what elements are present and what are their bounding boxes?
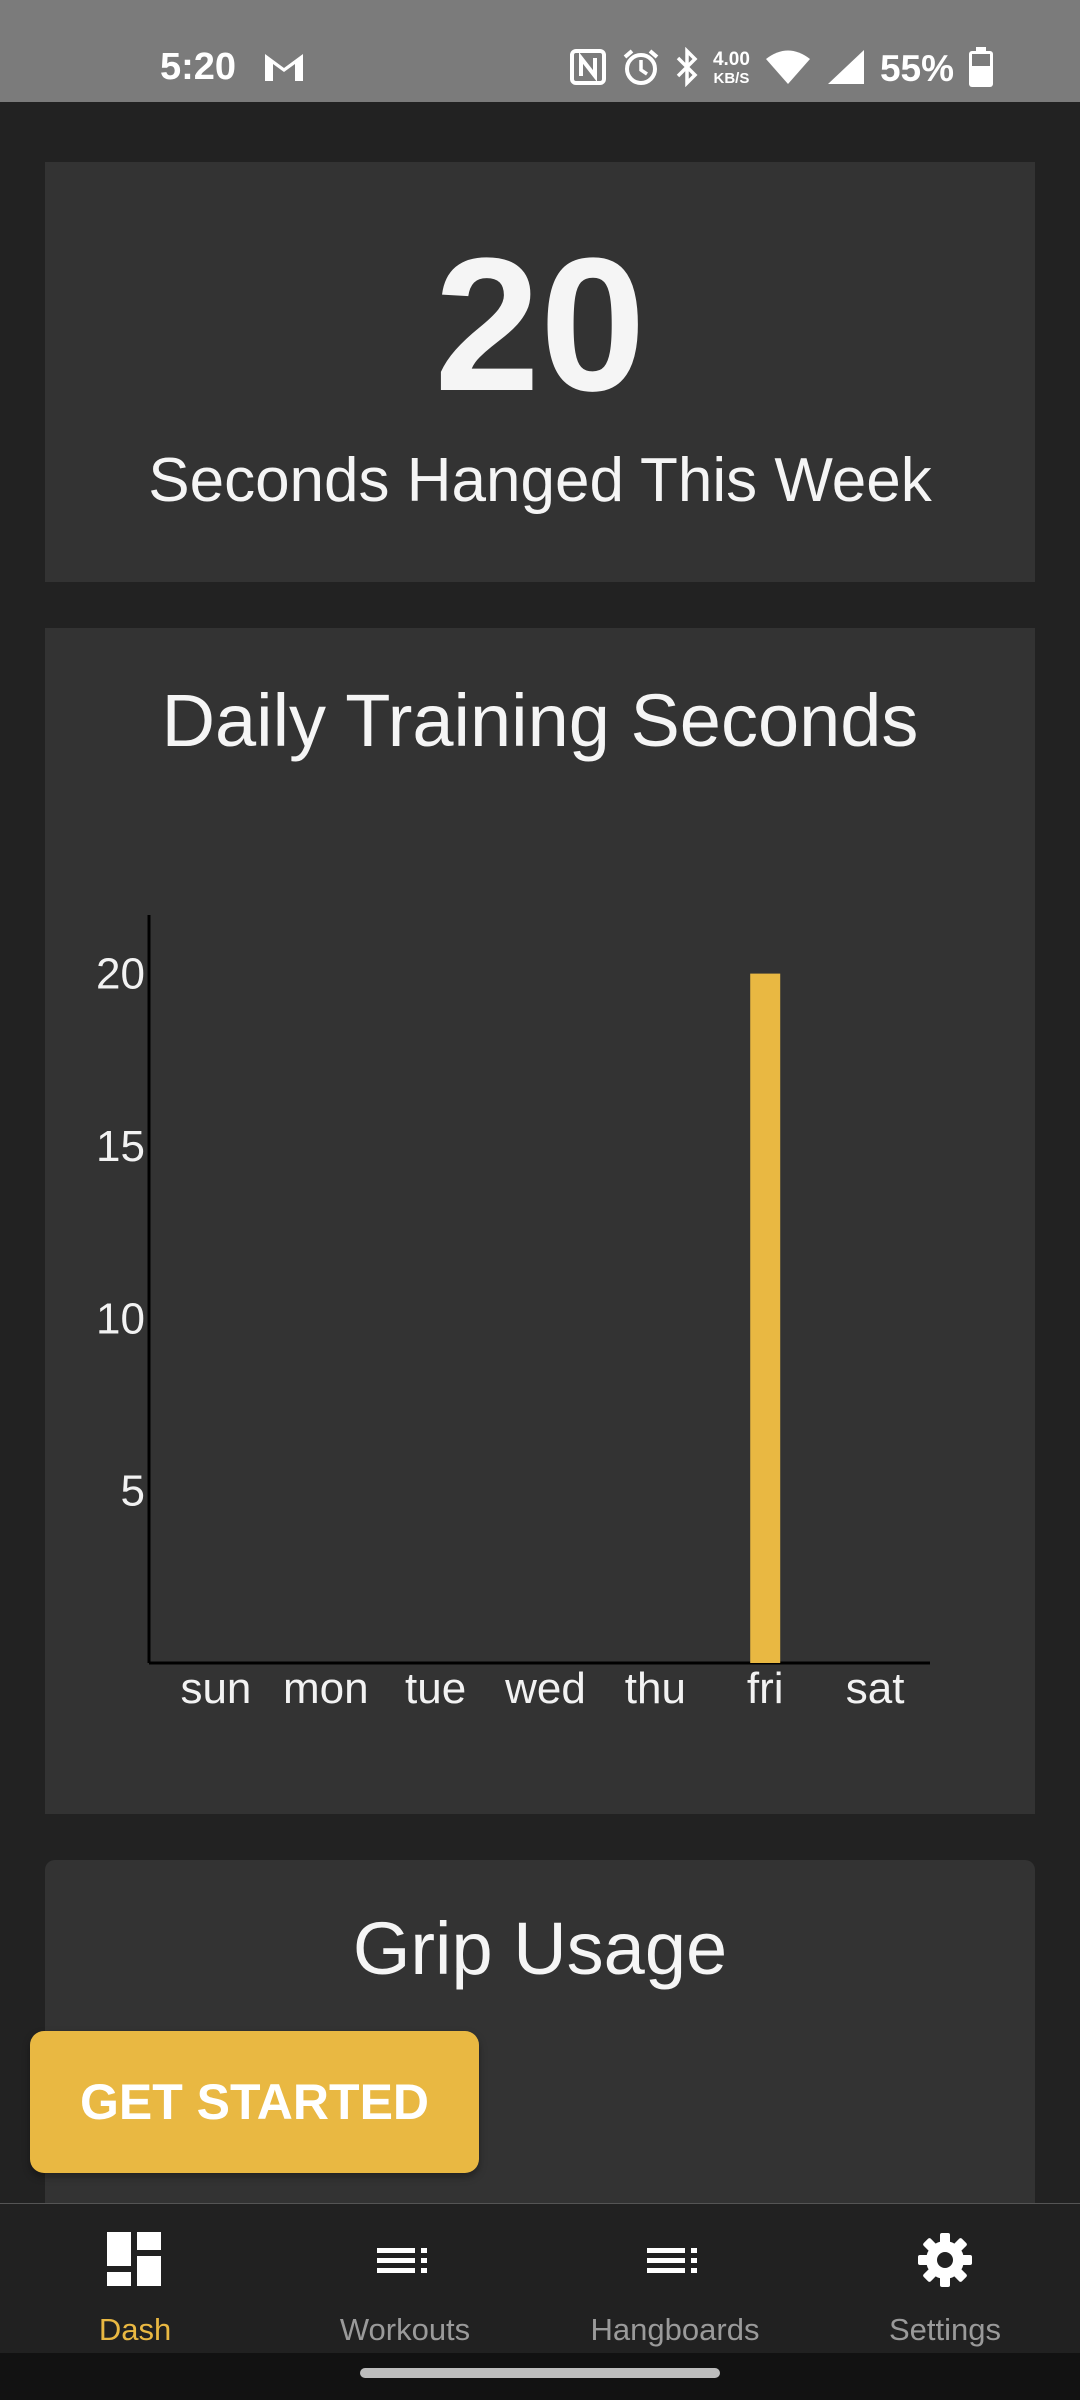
nav-label-hangboards: Hangboards: [590, 2312, 760, 2347]
bar-fri: [750, 973, 781, 1663]
gmail-icon: [262, 50, 306, 89]
nav-item-hangboards[interactable]: Hangboards: [540, 2204, 810, 2354]
wifi-icon: [764, 48, 812, 91]
battery-icon: [968, 46, 994, 93]
signal-icon: [826, 48, 866, 91]
status-time: 5:20: [160, 46, 237, 88]
weekly-total-card: 20 Seconds Hanged This Week: [45, 162, 1035, 582]
network-speed-unit: KB/S: [713, 70, 750, 87]
get-started-button[interactable]: GET STARTED: [30, 2031, 479, 2173]
x-tick-label: tue: [405, 1664, 466, 1713]
x-tick-label: fri: [747, 1664, 784, 1713]
weekly-total-value: 20: [434, 219, 646, 431]
nav-item-workouts[interactable]: Workouts: [270, 2204, 540, 2354]
chart-title: Daily Training Seconds: [161, 679, 919, 762]
bottom-nav: Dash Workouts Hangboards: [0, 2203, 1080, 2354]
status-icons: 4.00 KB/S 55%: [569, 40, 994, 98]
bluetooth-icon: [675, 46, 699, 92]
nav-item-settings[interactable]: Settings: [810, 2204, 1080, 2354]
gesture-area: [0, 2353, 1080, 2400]
x-tick-label: sat: [846, 1664, 905, 1713]
x-tick-label: mon: [283, 1664, 369, 1713]
x-tick-label: sun: [180, 1664, 251, 1713]
gesture-handle[interactable]: [360, 2368, 720, 2378]
alarm-icon: [621, 47, 661, 92]
dashboard-icon: [105, 2230, 165, 2295]
x-tick-label: thu: [625, 1664, 686, 1713]
x-tick-label: wed: [504, 1664, 586, 1713]
status-bar: 5:20 4.00 KB/S: [0, 0, 1080, 102]
daily-chart-card: Daily Training Seconds 5 10 15 20 sun mon tue w…: [45, 628, 1035, 1814]
daily-chart: 5 10 15 20 sun mon tue wed thu fri sat: [96, 915, 930, 1713]
nav-item-dash[interactable]: Dash: [0, 2204, 270, 2354]
weekly-total-caption: Seconds Hanged This Week: [148, 446, 932, 515]
network-speed: 4.00 KB/S: [713, 50, 750, 88]
network-speed-value: 4.00: [712, 49, 750, 70]
nav-label-workouts: Workouts: [339, 2312, 471, 2347]
list-icon: [645, 2230, 705, 2295]
y-tick-label: 15: [96, 1122, 145, 1171]
y-tick-label: 20: [96, 950, 145, 999]
nav-label-settings: Settings: [888, 2312, 1001, 2347]
battery-percent: 55%: [879, 48, 954, 89]
nfc-icon: [569, 48, 607, 91]
y-tick-label: 10: [96, 1294, 145, 1343]
gear-icon: [915, 2230, 975, 2295]
y-tick-label: 5: [121, 1467, 145, 1516]
nav-label-dash: Dash: [98, 2312, 172, 2347]
list-icon: [375, 2230, 435, 2295]
grip-usage-title: Grip Usage: [352, 1907, 728, 1990]
